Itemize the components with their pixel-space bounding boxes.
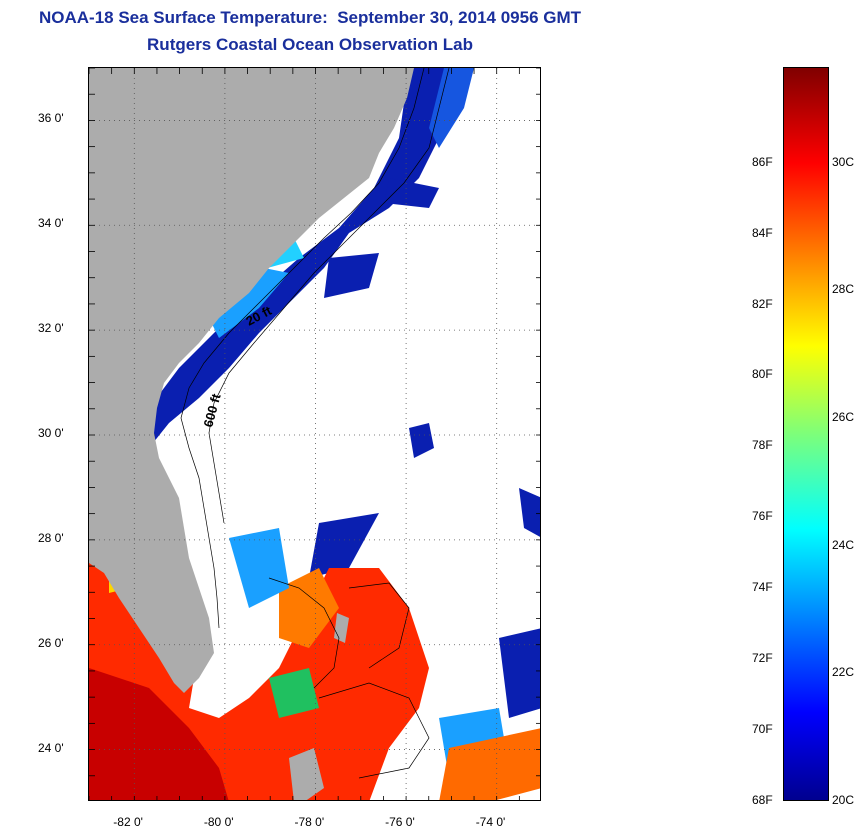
latitude-label: 30 0'	[38, 426, 64, 440]
latitude-label: 24 0'	[38, 740, 64, 755]
bathymetry-contours	[180, 68, 450, 779]
sst-map[interactable]: 20 ft 600 ft	[88, 67, 541, 801]
longitude-label: -76 0'	[385, 815, 415, 829]
latitude-label: 28 0'	[38, 530, 64, 545]
colorbar-celsius-label: 28C	[832, 282, 855, 297]
longitude-label: -74 0'	[475, 815, 506, 829]
map-title: NOAA-18 Sea Surface Temperature: Septemb…	[38, 8, 582, 27]
longitude-label: -82 0'	[113, 815, 143, 829]
colorbar-fahrenheit-label: 68F	[752, 793, 773, 807]
map-subtitle: Rutgers Coastal Ocean Observation Lab	[147, 35, 473, 54]
colorbar-fahrenheit-label: 84F	[752, 225, 773, 240]
colorbar-gradient	[784, 68, 828, 800]
colorbar-fahrenheit-label: 74F	[752, 580, 773, 595]
colorbar-fahrenheit-label: 78F	[752, 438, 773, 453]
latitude-label: 32 0'	[38, 321, 64, 336]
land	[89, 68, 414, 800]
colorbar-fahrenheit-label: 80F	[752, 367, 773, 382]
colorbar-celsius-label: 20C	[832, 793, 855, 807]
colorbar-celsius-label: 30C	[832, 154, 855, 169]
colorbar-celsius-label: 22C	[832, 665, 855, 680]
colorbar-fahrenheit-label: 86F	[752, 154, 773, 169]
colorbar-fahrenheit-label: 76F	[752, 509, 773, 524]
temperature-colorbar	[783, 67, 829, 801]
latitude-label: 36 0'	[38, 111, 64, 126]
longitude-label: -80 0'	[203, 815, 234, 829]
latitude-label: 26 0'	[38, 635, 64, 650]
latitude-label: 34 0'	[38, 216, 64, 231]
colorbar-celsius-label: 26C	[832, 410, 855, 425]
colorbar-fahrenheit-label: 70F	[752, 722, 773, 737]
longitude-label: -78 0'	[294, 815, 325, 829]
sst-map-canvas: 20 ft 600 ft	[89, 68, 540, 800]
colorbar-fahrenheit-label: 82F	[752, 296, 773, 311]
colorbar-celsius-label: 24C	[832, 537, 855, 552]
colorbar-fahrenheit-label: 72F	[752, 651, 773, 666]
graticule	[89, 68, 540, 800]
